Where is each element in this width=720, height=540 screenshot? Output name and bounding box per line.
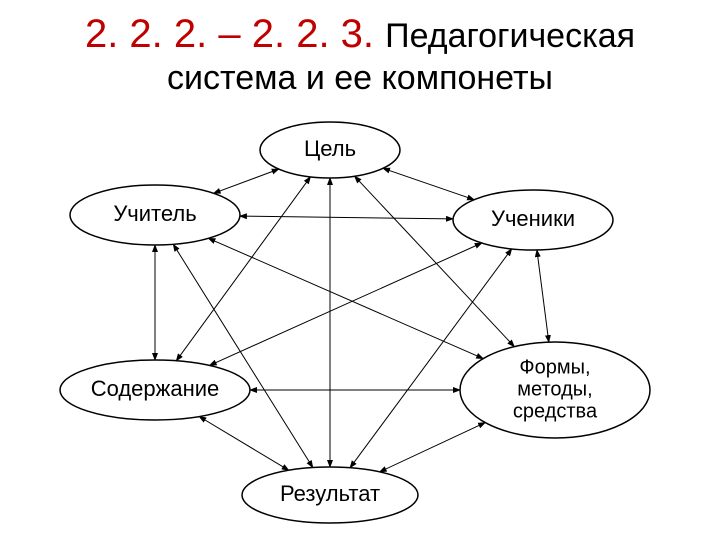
node-label-goal: Цель — [304, 136, 356, 161]
edge-goal-teacher — [214, 169, 279, 193]
node-label-content: Содержание — [91, 376, 220, 401]
node-label-forms-0: Формы, — [519, 356, 590, 378]
node-students: Ученики — [453, 190, 613, 250]
node-label-students: Ученики — [491, 206, 575, 231]
edge-content-result — [199, 417, 289, 471]
title-line1: Педагогическая — [385, 17, 635, 55]
node-teacher: Учитель — [70, 185, 240, 245]
title-line2: система и ее компонеты — [167, 59, 553, 97]
title-section-numbers: 2. 2. 2. – 2. 2. 3. — [85, 12, 385, 56]
node-label-teacher: Учитель — [113, 201, 196, 226]
node-content: Содержание — [60, 360, 250, 420]
node-goal: Цель — [260, 122, 400, 178]
node-label-forms-2: средства — [513, 400, 598, 422]
node-result: Результат — [242, 467, 418, 523]
edge-forms-result — [380, 423, 486, 472]
edge-teacher-students — [240, 216, 453, 219]
edge-students-forms — [537, 250, 549, 342]
edge-goal-students — [383, 168, 474, 199]
edge-teacher-result — [173, 244, 312, 467]
network-diagram: Цель Учитель Ученики Содержание Формы,методы… — [0, 110, 720, 530]
node-label-forms-1: методы, — [517, 378, 592, 400]
node-forms: Формы,методы,средства — [460, 342, 650, 438]
node-label-result: Результат — [280, 481, 380, 506]
slide-title: 2. 2. 2. – 2. 2. 3. Педагогическая систе… — [0, 10, 720, 99]
edge-students-content — [210, 243, 482, 365]
edge-teacher-forms — [208, 238, 483, 358]
